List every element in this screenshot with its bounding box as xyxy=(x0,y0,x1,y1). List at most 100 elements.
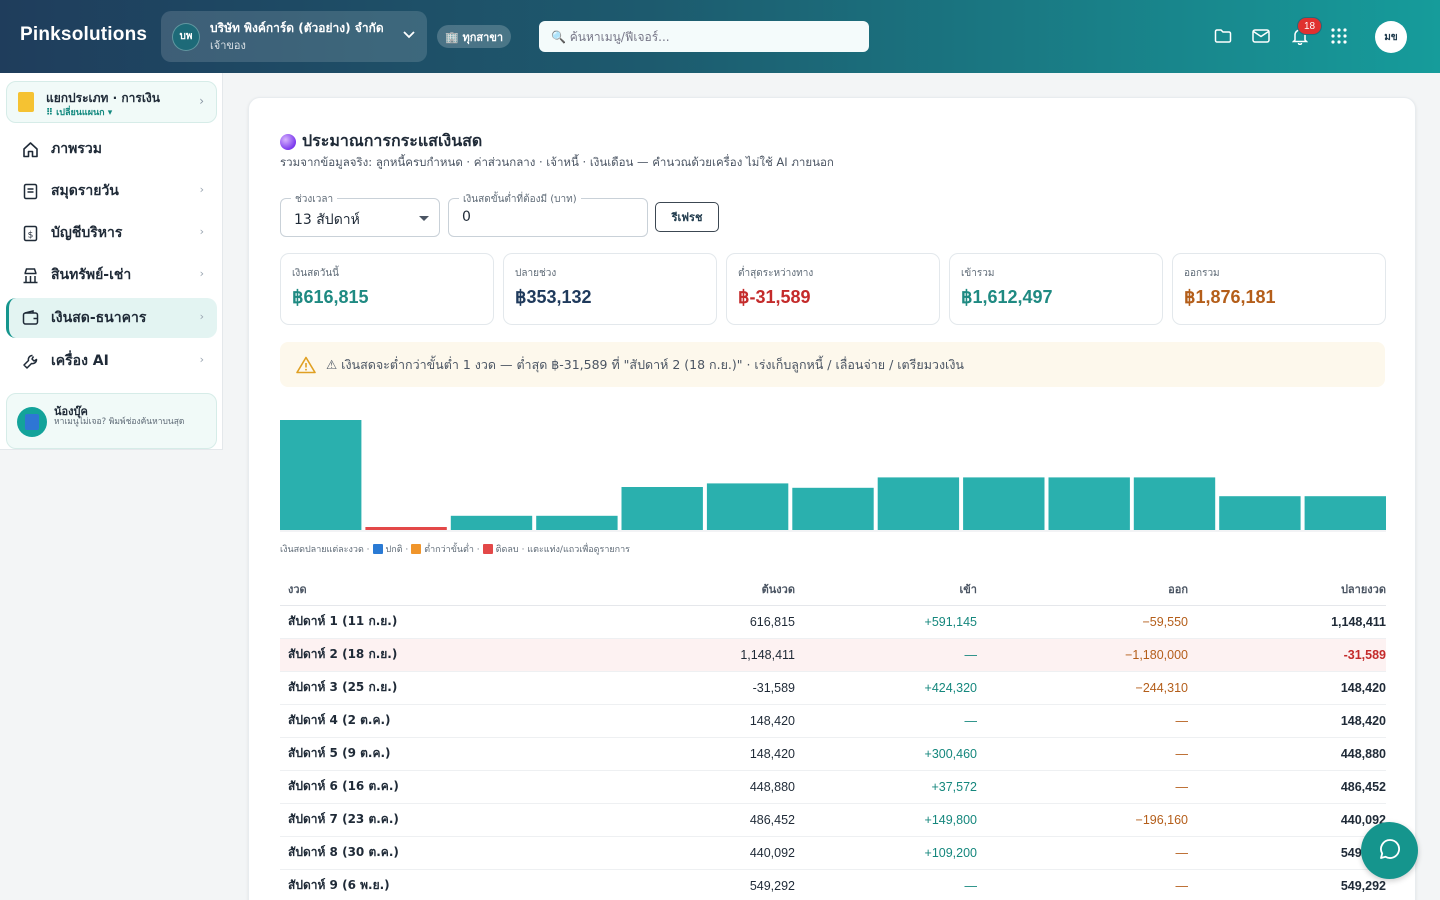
chart-bar[interactable] xyxy=(1304,496,1386,530)
chart-bar[interactable] xyxy=(792,487,874,530)
cell-opening: 148,420 xyxy=(560,737,795,771)
col-opening: ต้นงวด xyxy=(560,573,795,606)
cell-out: — xyxy=(977,770,1188,804)
stat-label: เงินสดวันนี้ xyxy=(292,268,340,279)
chevron-right-icon: › xyxy=(199,225,204,238)
apps-grid-icon[interactable] xyxy=(1329,26,1349,46)
sidebar-item-management-accounting[interactable]: $ บัญชีบริหาร › xyxy=(6,213,217,253)
wallet-icon xyxy=(21,309,39,327)
sidebar-item-label: บัญชีบริหาร xyxy=(51,225,123,241)
cell-out: −196,160 xyxy=(977,803,1188,837)
table-row[interactable]: สัปดาห์ 4 (2 ต.ค.) 148,420— —148,420 xyxy=(280,704,1386,738)
cell-out: −1,180,000 xyxy=(977,638,1188,672)
stat-label: ปลายช่วง xyxy=(515,268,557,279)
table-row[interactable]: สัปดาห์ 9 (6 พ.ย.) 549,292— —549,292 xyxy=(280,869,1386,900)
cell-out: −244,310 xyxy=(977,671,1188,705)
department-switcher[interactable]: แยกประเภท · การเงิน ⠿ เปลี่ยนแผนก ▾ › xyxy=(6,81,217,123)
chart-bar[interactable] xyxy=(877,477,960,530)
top-bar: Pinksolutions บพ บริษัท พิงค์การ์ด (ตัวอ… xyxy=(0,0,1440,73)
company-role: เจ้าของ xyxy=(210,38,246,52)
table-row[interactable]: สัปดาห์ 1 (11 ก.ย.) 616,815 +591,145 −59,55… xyxy=(280,605,1386,639)
sidebar-item-journal[interactable]: สมุดรายวัน › xyxy=(6,171,217,211)
chart-caption: เงินสดปลายแต่ละงวด · xyxy=(280,545,370,555)
cell-period: สัปดาห์ 9 (6 พ.ย.) xyxy=(280,869,560,900)
sidebar-item-label: สมุดรายวัน xyxy=(51,183,119,199)
cell-opening: -31,589 xyxy=(560,671,795,705)
min-cash-label: เงินสดขั้นต่ำที่ต้องมี (บาท) xyxy=(459,192,581,207)
assistant-helper[interactable]: น้องบุ๊ค หาเมนูไม่เจอ? พิมพ์ช่องค้นหาบนส… xyxy=(6,393,217,449)
chart-bar[interactable] xyxy=(1219,496,1301,530)
sidebar-item-label: สินทรัพย์-เช่า xyxy=(51,267,132,283)
chevron-right-icon: › xyxy=(199,310,204,323)
min-cash-value[interactable]: 0 xyxy=(462,209,471,225)
sidebar-item-overview[interactable]: ภาพรวม xyxy=(6,129,217,169)
table-row[interactable]: สัปดาห์ 5 (9 ต.ค.) 148,420 +300,460—448,88… xyxy=(280,737,1386,771)
chevron-down-icon xyxy=(403,28,415,42)
cell-in: +37,572 xyxy=(795,770,977,804)
table-row[interactable]: สัปดาห์ 2 (18 ก.ย.) 1,148,411— −1,180,000-… xyxy=(280,638,1386,672)
home-icon xyxy=(21,140,39,158)
sidebar-item-cash-bank[interactable]: เงินสด-ธนาคาร › xyxy=(6,298,217,338)
chevron-right-icon: › xyxy=(199,353,204,366)
sidebar-item-label: เงินสด-ธนาคาร xyxy=(51,310,147,326)
chart-bar[interactable] xyxy=(280,420,362,530)
min-cash-field[interactable]: เงินสดขั้นต่ำที่ต้องมี (บาท) 0 xyxy=(448,192,648,237)
refresh-button[interactable]: รีเฟรช xyxy=(655,202,719,232)
table-row[interactable]: สัปดาห์ 7 (23 ต.ค.) 486,452 +149,800 −196,1… xyxy=(280,803,1386,837)
chart-bar[interactable] xyxy=(1133,477,1216,530)
cash-balance-chart[interactable] xyxy=(280,418,1386,536)
brand-logo[interactable]: Pinksolutions xyxy=(20,24,148,45)
user-avatar[interactable]: มข xyxy=(1375,21,1407,53)
cell-opening: 448,880 xyxy=(560,770,795,804)
journal-icon xyxy=(21,182,39,200)
chart-bar[interactable] xyxy=(621,487,703,530)
cell-in: — xyxy=(795,704,977,738)
chart-bar[interactable] xyxy=(706,483,789,530)
period-value: 13 สัปดาห์ xyxy=(294,212,360,228)
page-subtitle: รวมจากข้อมูลจริง: ลูกหนี้ครบกำหนด · ค่าส… xyxy=(280,155,834,169)
chart-bar[interactable] xyxy=(450,515,533,530)
sidebar-item-ai-tools[interactable]: เครื่อง AI › xyxy=(6,341,217,381)
chart-bar[interactable] xyxy=(963,477,1045,530)
search-input[interactable] xyxy=(551,29,841,44)
stat-lowest-point: ต่ำสุดระหว่างทาง ฿-31,589 xyxy=(726,253,940,325)
cell-opening: 486,452 xyxy=(560,803,795,837)
col-period: งวด xyxy=(280,573,560,606)
stat-total-in: เข้ารวม ฿1,612,497 xyxy=(949,253,1163,325)
cell-out: — xyxy=(977,869,1188,900)
table-row[interactable]: สัปดาห์ 6 (16 ต.ค.) 448,880 +37,572—486,45… xyxy=(280,770,1386,804)
period-label: ช่วงเวลา xyxy=(291,192,338,207)
alert-text: ⚠ เงินสดจะต่ำกว่าขั้นต่ำ 1 งวด — ต่ำสุด … xyxy=(326,356,964,372)
table-row[interactable]: สัปดาห์ 3 (25 ก.ย.) -31,589 +424,320 −244,3… xyxy=(280,671,1386,705)
mail-icon[interactable] xyxy=(1251,26,1271,46)
page-title: ประมาณการกระแสเงินสด xyxy=(280,129,482,154)
branch-selector[interactable]: 🏢 ทุกสาขา xyxy=(437,25,512,48)
stat-cash-today: เงินสดวันนี้ ฿616,815 xyxy=(280,253,494,325)
chart-bar[interactable] xyxy=(536,515,618,530)
chart-bar[interactable] xyxy=(365,527,447,530)
cell-closing: 549,292 xyxy=(1188,869,1386,900)
chart-bar[interactable] xyxy=(1048,477,1130,530)
sidebar-item-label: เครื่อง AI xyxy=(51,353,109,369)
cell-in: +424,320 xyxy=(795,671,977,705)
chat-fab-button[interactable] xyxy=(1361,822,1418,879)
search-box[interactable] xyxy=(539,21,869,52)
change-department-link[interactable]: ⠿ เปลี่ยนแผนก ▾ xyxy=(46,108,113,118)
stat-label: ออกรวม xyxy=(1184,268,1220,279)
company-name: บริษัท พิงค์การ์ด (ตัวอย่าง) จำกัด xyxy=(210,20,384,35)
legend-swatch-normal xyxy=(372,544,383,554)
sidebar-item-assets-lease[interactable]: สินทรัพย์-เช่า › xyxy=(6,255,217,295)
company-switcher[interactable]: บพ บริษัท พิงค์การ์ด (ตัวอย่าง) จำกัด เจ… xyxy=(161,11,427,62)
table-row[interactable]: สัปดาห์ 8 (30 ต.ค.)440,092+109,200—549,2… xyxy=(280,836,1386,870)
cell-period: สัปดาห์ 2 (18 ก.ย.) xyxy=(280,638,560,672)
assistant-hint: หาเมนูไม่เจอ? พิมพ์ช่องค้นหาบนสุด xyxy=(54,417,185,427)
period-select[interactable]: ช่วงเวลา 13 สัปดาห์ xyxy=(280,192,440,237)
stat-label: เข้ารวม xyxy=(961,268,995,279)
warning-icon xyxy=(296,356,316,373)
cell-in: +149,800 xyxy=(795,803,977,837)
col-in: เข้า xyxy=(795,573,977,606)
cell-in: +300,460 xyxy=(795,737,977,771)
folder-icon[interactable] xyxy=(1213,26,1233,46)
stat-value: ฿616,815 xyxy=(292,287,369,307)
building-icon xyxy=(21,266,39,284)
